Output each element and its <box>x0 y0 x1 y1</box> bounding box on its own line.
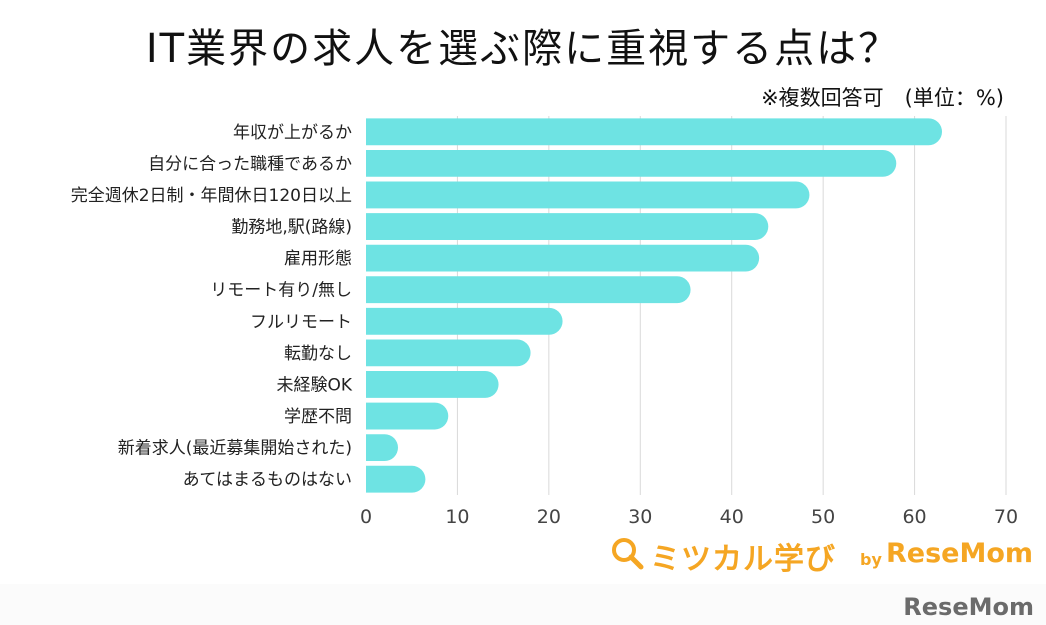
x-tick-label: 30 <box>628 506 652 528</box>
x-tick-label: 70 <box>994 506 1018 528</box>
category-label: 勤務地,駅(路線) <box>231 218 352 238</box>
bar <box>366 371 499 398</box>
category-label: 完全週休2日制・年間休日120日以上 <box>71 186 352 206</box>
x-tick-label: 50 <box>811 506 835 528</box>
magnifier-icon <box>612 538 644 570</box>
category-label: 雇用形態 <box>284 249 352 269</box>
bar <box>366 307 563 335</box>
bar <box>366 339 531 367</box>
bar-chart: 年収が上がるか自分に合った職種であるか完全週休2日制・年間休日120日以上勤務地… <box>71 116 1018 528</box>
logo-text: ミツカル学び <box>650 542 836 577</box>
bar <box>366 244 760 272</box>
x-tick-label: 40 <box>720 506 744 528</box>
x-tick-label: 60 <box>902 506 926 528</box>
category-label: 新着求人(最近募集開始された) <box>118 439 352 459</box>
category-label: 未経験OK <box>276 375 352 395</box>
category-label: 自分に合った職種であるか <box>148 154 352 174</box>
x-tick-label: 20 <box>537 506 561 528</box>
category-label: フルリモート <box>250 312 352 332</box>
chart-card: IT業界の求人を選ぶ際に重視する点は？ ※複数回答可 (単位：%) 年収が上がる… <box>70 26 1034 582</box>
category-label: あてはまるものはない <box>183 470 352 490</box>
bar <box>366 434 398 462</box>
bar <box>366 465 426 493</box>
chart-note: ※複数回答可 (単位：%) <box>761 86 1004 110</box>
bar <box>366 402 449 430</box>
x-tick-label: 0 <box>360 506 372 528</box>
bar <box>366 118 942 146</box>
category-label: 年収が上がるか <box>233 123 352 143</box>
logo-brand: ReseMom <box>886 538 1034 569</box>
logo-by: by <box>860 550 882 569</box>
x-tick-label: 10 <box>445 506 469 528</box>
category-label: リモート有り/無し <box>210 281 352 301</box>
bar <box>366 181 810 209</box>
bar <box>366 213 769 240</box>
bar <box>366 149 897 177</box>
bar <box>366 276 691 304</box>
category-label: 学歴不問 <box>284 407 352 427</box>
mitsukaru-manabi-logo: ミツカル学び by ReseMom <box>610 532 1034 582</box>
category-label: 転勤なし <box>284 344 352 364</box>
resemom-watermark: ReseMom <box>903 593 1034 621</box>
chart-title: IT業界の求人を選ぶ際に重視する点は？ <box>145 26 901 72</box>
